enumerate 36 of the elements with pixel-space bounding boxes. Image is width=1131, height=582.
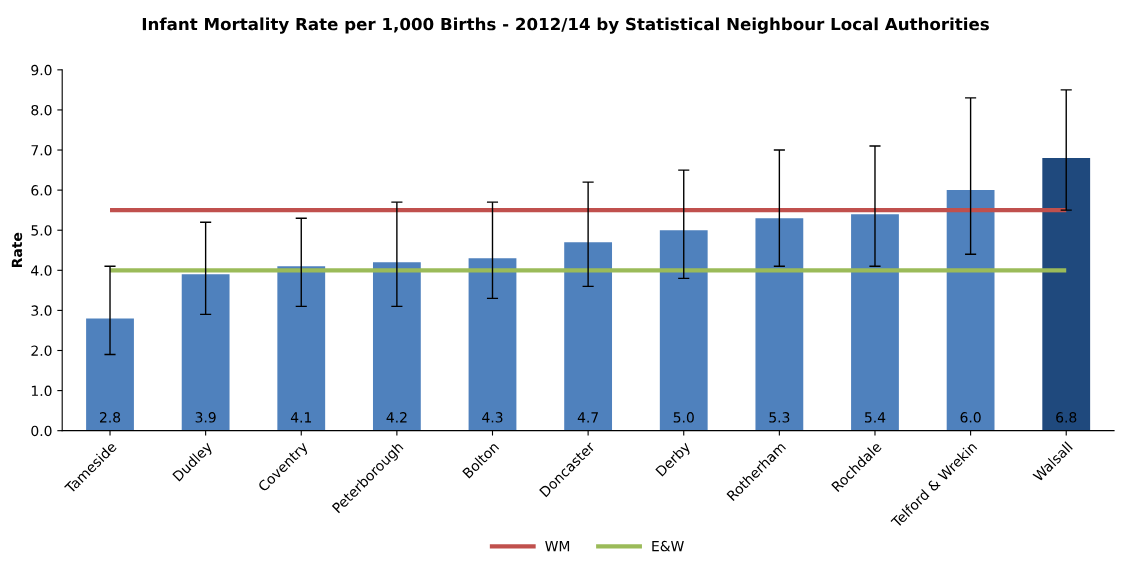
y-tick-label: 1.0 (31, 385, 52, 397)
legend-label: E&W (652, 540, 684, 552)
y-tick-label: 6.0 (31, 185, 52, 196)
y-tick-label: 8.0 (31, 104, 52, 116)
y-tick-label: 3.0 (31, 305, 52, 316)
data-label: 4.1 (290, 412, 312, 423)
data-label: 2.8 (99, 412, 121, 423)
bar (564, 242, 613, 431)
bar (851, 214, 899, 431)
legend-label: WM (545, 541, 570, 552)
y-tick-label: 9.0 (31, 64, 52, 76)
bar (277, 266, 326, 431)
bar (659, 230, 708, 431)
y-tick-label: 4.0 (31, 265, 52, 276)
data-label: 5.4 (865, 412, 886, 423)
bar (181, 274, 230, 431)
bar (372, 262, 421, 431)
data-label: 4.2 (386, 412, 407, 423)
bar (468, 258, 517, 431)
y-tick-label: 0.0 (31, 425, 52, 437)
data-label: 3.9 (195, 412, 216, 423)
y-tick-label: 2.0 (31, 345, 52, 356)
data-label: 4.7 (577, 412, 598, 423)
data-label: 5.3 (769, 412, 790, 423)
data-label: 6.0 (960, 412, 981, 423)
chart-title: Infant Mortality Rate per 1,000 Births - 2012/14 by Statistical Neighbour Local Authorities (142, 17, 989, 34)
y-axis-title: Rate (11, 232, 23, 268)
y-tick-label: 7.0 (31, 145, 52, 156)
y-tick-label: 5.0 (31, 225, 52, 236)
bar (946, 190, 995, 431)
data-label: 5.0 (673, 412, 694, 423)
bar (755, 218, 804, 431)
data-label: 6.8 (1056, 412, 1077, 423)
bar (1042, 158, 1091, 431)
data-label: 4.3 (482, 412, 503, 423)
bar (86, 318, 134, 431)
